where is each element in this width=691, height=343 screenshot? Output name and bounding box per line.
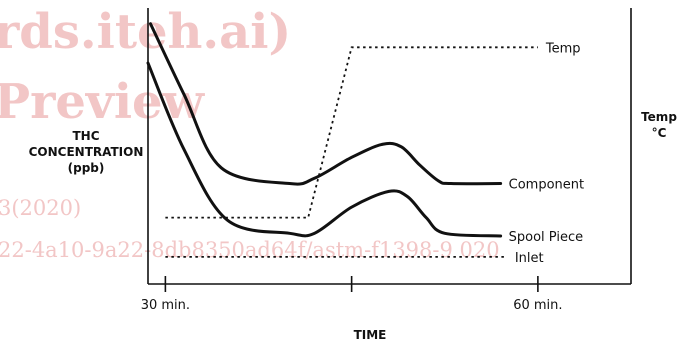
- series-label-inlet: Inlet: [515, 251, 544, 266]
- series-label-spool-piece: Spool Piece: [509, 230, 583, 245]
- x-ticks: 30 min. 60 min.: [141, 276, 563, 313]
- watermark-line-1: rds.iteh.ai): [0, 4, 291, 60]
- y-axis-label-line-1: THC: [72, 129, 99, 143]
- y-axis-label-line-2: CONCENTRATION: [29, 145, 144, 159]
- series-line-component: [148, 22, 503, 186]
- watermark-line-4: 22-4a10-9a22-8db8350ad64f/astm-f1398-9 0…: [0, 238, 500, 262]
- x-tick-label-2: 60 min.: [513, 298, 562, 313]
- series-label-temp: Temp: [545, 41, 581, 56]
- x-axis-label: TIME: [354, 328, 387, 342]
- x-tick-label-0: 30 min.: [141, 298, 190, 313]
- y2-axis-label-line-1: Temp: [641, 110, 677, 124]
- series-line-temp: [165, 46, 538, 219]
- series-group: [146, 22, 538, 258]
- series-line-spool-piece: [146, 61, 503, 238]
- y-axis-label-line-3: (ppb): [68, 161, 105, 175]
- y2-axis-label-line-2: °C: [652, 126, 667, 140]
- watermark-line-3: 3(2020): [0, 196, 81, 220]
- watermark-line-2: Preview: [0, 74, 206, 130]
- series-label-component: Component: [509, 178, 584, 193]
- series-labels: Component Spool Piece Temp Inlet: [509, 41, 584, 266]
